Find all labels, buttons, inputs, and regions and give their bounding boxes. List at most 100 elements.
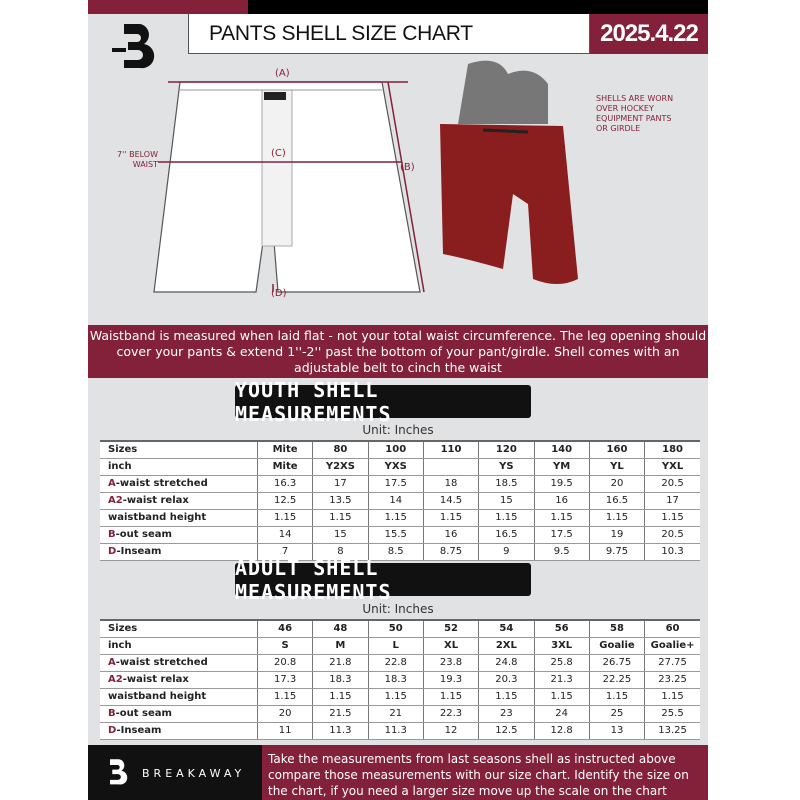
table-cell: YXL: [644, 458, 700, 476]
table-cell: 1.15: [533, 688, 590, 706]
size-chart-page: PANTS SHELL SIZE CHART 2025.4.22 (A) (B)…: [88, 0, 708, 800]
table-cell: 1.15: [422, 509, 479, 527]
table-cell: 11.3: [367, 722, 424, 740]
table-cell: 12.8: [533, 722, 590, 740]
table-row: D-Inseam 7 8 8.5 8.75 9 9.5 9.75 10.3: [100, 543, 700, 561]
measure-label: -Inseam: [116, 725, 162, 736]
table-cell: 12.5: [478, 722, 534, 740]
table-row: A-waist stretched 16.3 17 17.5 18 18.5 19.5 20 2…: [100, 475, 700, 493]
table-row: waistband height 1.15 1.15 1.15 1.15 1.15 1.15…: [100, 509, 700, 527]
table-cell: 14.5: [422, 492, 479, 510]
table-cell: 3XL: [533, 637, 590, 655]
table-cell: 17: [644, 492, 700, 510]
measure-label: -out seam: [115, 529, 172, 540]
table-cell: 16: [533, 492, 590, 510]
table-cell: 1.15: [312, 509, 369, 527]
row-label: A-waist stretched: [100, 475, 258, 493]
table-cell: 13.25: [644, 722, 700, 740]
measure-label: Sizes: [108, 444, 138, 456]
table-cell: 16.5: [478, 526, 534, 544]
table-row: A2-waist relax 17.3 18.3 18.3 19.3 20.3 21.3 22…: [100, 671, 700, 689]
row-label: A2-waist relax: [100, 492, 258, 510]
table-cell: 23.8: [422, 654, 479, 672]
youth-size-table: Sizes Mite 80 100 110 120 140 160 180 inch Mite Y2X…: [100, 440, 700, 561]
table-cell: 46: [256, 619, 313, 638]
table-cell: 21.3: [533, 671, 590, 689]
table-row: waistband height 1.15 1.15 1.15 1.15 1.15 1.15…: [100, 688, 700, 706]
youth-unit: Unit: Inches: [362, 423, 434, 437]
table-cell: 23: [478, 705, 534, 723]
table-cell: YL: [588, 458, 645, 476]
table-cell: 9: [478, 543, 534, 561]
row-label: waistband height: [100, 509, 258, 527]
table-cell: 9.75: [588, 543, 645, 561]
table-cell: 14: [367, 492, 424, 510]
youth-section-title: YOUTH SHELL MEASUREMENTS: [235, 378, 531, 426]
table-cell: 19.5: [533, 475, 590, 493]
label-d: (D): [271, 288, 287, 299]
table-cell: YS: [478, 458, 534, 476]
table-cell: 1.15: [312, 688, 369, 706]
table-cell: 1.15: [478, 688, 534, 706]
table-cell: 25.8: [533, 654, 590, 672]
table-cell: 12: [422, 722, 479, 740]
shell-note: SHELLS ARE WORN OVER HOCKEY EQUIPMENT PA…: [596, 94, 674, 133]
table-row: B-out seam 14 15 15.5 16 16.5 17.5 19 20.5: [100, 526, 700, 544]
table-cell: M: [312, 637, 369, 655]
table-cell: 15: [312, 526, 369, 544]
table-cell: 1.15: [256, 688, 313, 706]
table-cell: 21: [367, 705, 424, 723]
breakaway-logo-icon: [112, 24, 155, 69]
measure-code: B: [108, 708, 116, 719]
table-cell: 48: [312, 619, 369, 638]
measure-code: D: [108, 546, 117, 557]
table-row: inch Mite Y2XS YXS YS YM YL YXL: [100, 458, 700, 476]
table-cell: 80: [312, 440, 369, 459]
row-label: A2-waist relax: [100, 671, 258, 689]
measure-code: A2: [108, 495, 123, 506]
table-cell: 20.3: [478, 671, 534, 689]
table-cell: 25.5: [644, 705, 700, 723]
top-black-bar: [248, 0, 708, 14]
table-cell: 1.15: [588, 509, 645, 527]
table-cell: 23.25: [644, 671, 700, 689]
row-label: D-Inseam: [100, 543, 258, 561]
table-cell: 27.75: [644, 654, 700, 672]
table-cell: 20: [256, 705, 313, 723]
measure-label: -waist stretched: [115, 657, 208, 668]
table-cell: 1.15: [367, 688, 424, 706]
table-cell: 56: [533, 619, 590, 638]
label-b: (B): [400, 162, 415, 173]
table-row: Sizes Mite 80 100 110 120 140 160 180: [100, 440, 700, 459]
table-cell: 11: [256, 722, 313, 740]
table-cell: 1.15: [644, 509, 700, 527]
table-cell: 58: [588, 619, 645, 638]
row-label: inch: [100, 458, 258, 476]
table-row: Sizes 46 48 50 52 54 56 58 60: [100, 619, 700, 638]
table-cell: 14: [256, 526, 313, 544]
table-cell: 19.3: [422, 671, 479, 689]
table-cell: 16.3: [256, 475, 313, 493]
table-row: D-Inseam 11 11.3 11.3 12 12.5 12.8 13 13.25: [100, 722, 700, 740]
table-cell: Mite: [256, 458, 313, 476]
breakaway-logo-icon: [110, 759, 128, 785]
table-cell: 7: [256, 543, 313, 561]
table-cell: 100: [367, 440, 424, 459]
table-cell: 17.5: [367, 475, 424, 493]
measure-code: D: [108, 725, 117, 736]
row-label: Sizes: [100, 440, 258, 459]
table-row: A2-waist relax 12.5 13.5 14 14.5 15 16 16.5 17: [100, 492, 700, 510]
table-cell: 1.15: [256, 509, 313, 527]
measure-label: -Inseam: [116, 546, 162, 557]
table-cell: Goalie+: [644, 637, 700, 655]
table-cell: Mite: [256, 440, 313, 459]
table-cell: S: [256, 637, 313, 655]
table-cell: XL: [422, 637, 479, 655]
table-cell: Y2XS: [312, 458, 369, 476]
measure-label: inch: [108, 640, 132, 651]
table-cell: 21.5: [312, 705, 369, 723]
table-cell: 160: [588, 440, 645, 459]
footer-instructions: Take the measurements from last seasons …: [262, 745, 708, 800]
label-c: (C): [271, 148, 286, 159]
measure-label: waistband height: [108, 512, 207, 523]
